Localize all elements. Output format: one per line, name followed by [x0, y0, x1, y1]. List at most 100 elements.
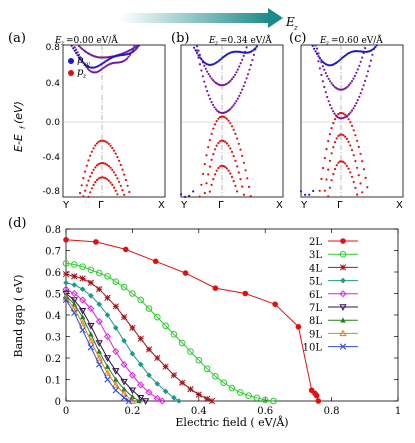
band-dot-a-19	[111, 146, 114, 150]
band-dot-b-45	[227, 144, 230, 147]
band-dot-c-69	[356, 193, 359, 196]
panel-letter-c: (c)	[289, 31, 306, 46]
band-dot-a-71	[114, 189, 117, 192]
band-dot-c-32	[328, 159, 331, 162]
point-3L-15	[187, 348, 194, 355]
band-dot-a-52	[119, 184, 122, 187]
band-dot-b-18	[229, 122, 232, 125]
band-dot-b-79	[200, 69, 203, 72]
point-5L-7	[121, 338, 127, 344]
legend-label-7L: 7L	[309, 303, 322, 314]
band-dot-b-81	[203, 80, 206, 83]
point-9L-4	[95, 354, 103, 361]
series-4L	[62, 270, 216, 405]
ytick-label-2: 0.2	[45, 354, 61, 365]
band-dot-b-34	[208, 165, 211, 168]
band-dot-b-194	[254, 47, 257, 50]
band-dot-a-151	[127, 55, 130, 58]
band-ylabel-unit: (eV)	[12, 101, 25, 124]
band-dot-c-28	[366, 186, 369, 189]
point-2L-1	[93, 239, 99, 245]
field-sub-c: z	[325, 40, 330, 47]
band-dot-c-99	[350, 109, 354, 112]
band-dot-b-144	[235, 71, 238, 74]
point-7L-7	[120, 378, 128, 386]
band-dot-c-82	[326, 95, 329, 99]
band-dot-b-59	[215, 169, 218, 172]
band-dot-b-28	[246, 177, 249, 180]
band-dot-c-7	[330, 127, 333, 130]
legend-pxy-marker	[68, 58, 74, 64]
point-4L-17	[203, 395, 211, 403]
xtick-b-0: Y	[180, 200, 188, 211]
point-5L-14	[176, 398, 182, 404]
point-8L-5	[104, 363, 111, 369]
band-dot-b-51	[237, 171, 240, 174]
band-dot-c-138	[349, 82, 352, 85]
ytick-label-6: 0.6	[45, 268, 61, 279]
band-dot-c-6	[328, 133, 331, 136]
band-dot-b-5	[207, 146, 210, 149]
band-dot-a-65	[104, 177, 107, 180]
point-10L-4	[96, 361, 103, 368]
band-dot-b-24	[239, 148, 242, 151]
band-dot-c-73	[312, 189, 315, 193]
band-dot-c-53	[328, 186, 331, 189]
band-dot-a-50	[116, 177, 119, 180]
band-dot-c-106	[361, 88, 364, 91]
ytick-label-8: 0.8	[45, 225, 61, 236]
point-4L-2	[79, 275, 86, 282]
band-dot-a-25	[121, 168, 124, 171]
point-6L-7	[120, 360, 128, 368]
point-6L-1	[70, 289, 78, 298]
band-dot-a-22	[116, 155, 119, 159]
band-dot-b-193	[252, 48, 255, 51]
band-dot-b-156	[198, 56, 201, 59]
band-dot-b-78	[198, 63, 201, 66]
point-5L-8	[129, 350, 136, 357]
band-dot-c-192	[374, 46, 377, 49]
xtick-label-1: 0.2	[124, 406, 140, 417]
band-dot-b-17	[227, 119, 230, 122]
band-dot-a-3	[84, 170, 87, 173]
point-5L-0	[63, 279, 69, 286]
band-dot-c-111	[368, 65, 371, 68]
band-dot-c-104	[358, 95, 361, 98]
band-dot-c-12	[339, 112, 342, 115]
band-dot-b-52	[239, 178, 242, 181]
point-4L-14	[179, 379, 186, 386]
band-dot-c-5	[327, 140, 330, 143]
band-dot-c-63	[345, 164, 348, 167]
band-dot-c-96	[346, 114, 349, 117]
band-dot-c-86	[332, 110, 335, 113]
point-3L-17	[203, 365, 211, 373]
band-dot-c-97	[348, 113, 351, 116]
band-dot-c-17	[347, 118, 350, 121]
point-7L-1	[70, 297, 78, 304]
band-dot-b-16	[225, 117, 228, 120]
band-dot-b-69	[232, 180, 235, 183]
point-10L-6	[112, 387, 119, 394]
band-dot-c-152	[315, 52, 319, 55]
band-dot-c-88	[334, 114, 338, 117]
band-dot-a-10	[95, 142, 99, 145]
band-dot-c-148	[364, 47, 367, 50]
band-dot-b-147	[239, 62, 242, 65]
legend-pxy-label: p	[77, 55, 84, 66]
band-dot-b-171	[220, 57, 223, 60]
band-dot-b-129	[213, 80, 216, 83]
point-10L-0	[62, 296, 70, 304]
point-5L-13	[171, 394, 177, 401]
legend-label-6L: 6L	[309, 290, 322, 301]
series-line-6L	[65, 288, 163, 402]
band-dot-c-98	[349, 111, 352, 114]
band-dot-c-50	[359, 182, 362, 185]
ytick-label-4: 0.4	[45, 311, 61, 322]
band-dot-c-39	[340, 133, 343, 136]
band-dot-c-76	[317, 60, 320, 63]
band-dot-a-60	[95, 178, 99, 182]
point-8L-1	[71, 301, 78, 307]
point-6L-9	[137, 381, 145, 389]
band-dot-b-100	[230, 106, 234, 109]
band-dot-b-127	[210, 77, 213, 80]
